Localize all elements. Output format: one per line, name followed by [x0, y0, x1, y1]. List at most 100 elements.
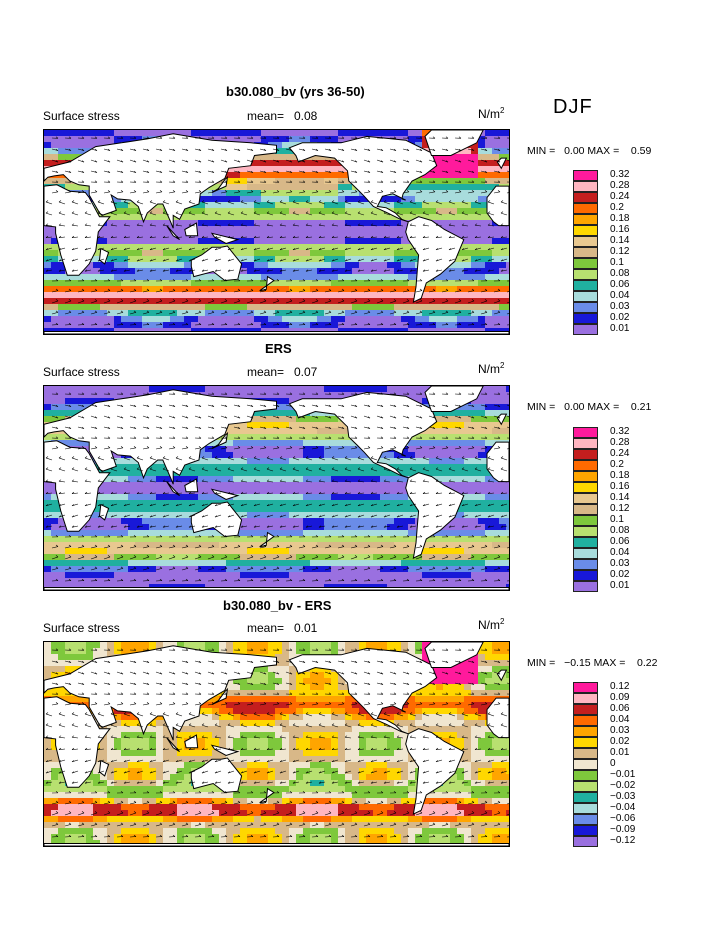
legend-label: 0.03 — [610, 558, 630, 569]
land-outline — [44, 440, 111, 532]
legend-swatch — [573, 258, 598, 269]
panel-1-minmax: MIN = 0.00 MAX = 0.59 — [527, 145, 652, 157]
legend-label: −0.02 — [610, 780, 636, 791]
legend-swatch — [573, 526, 598, 537]
legend-label: 0.12 — [610, 246, 630, 257]
legend-swatch — [573, 493, 598, 504]
legend-label: 0.01 — [610, 747, 630, 758]
legend-label: −0.09 — [610, 824, 636, 835]
legend-swatch — [573, 759, 598, 770]
legend-label: 0.16 — [610, 481, 630, 492]
legend-swatch — [573, 770, 598, 781]
land-outline — [259, 275, 275, 292]
legend-swatch — [573, 170, 598, 181]
land-outline — [190, 245, 243, 282]
panel-2-map-svg — [44, 386, 509, 590]
legend-swatch — [573, 225, 598, 236]
land-outline — [184, 222, 199, 237]
legend-label: 0.06 — [610, 279, 630, 290]
land-outline — [44, 587, 509, 590]
season-label: DJF — [553, 96, 593, 118]
land-outline — [424, 642, 484, 668]
land-outline — [44, 331, 509, 334]
panel-2-mean-label: mean= — [247, 365, 285, 379]
legend-label: 0.28 — [610, 437, 630, 448]
legend-label: 0.14 — [610, 235, 630, 246]
panel-3-variable: Surface stress — [43, 621, 120, 635]
land-outline — [190, 757, 243, 794]
panel-1-map-svg — [44, 130, 509, 334]
legend-label: 0 — [610, 758, 616, 769]
land-outline — [211, 687, 229, 705]
land-outline — [259, 787, 275, 804]
legend-label: 0.24 — [610, 448, 630, 459]
legend-swatch — [573, 181, 598, 192]
land-outline — [486, 185, 509, 227]
legend-swatch — [573, 748, 598, 759]
panel-1-variable: Surface stress — [43, 109, 120, 123]
legend-label: 0.04 — [610, 290, 630, 301]
legend-label: 0.12 — [610, 681, 630, 692]
legend-swatch — [573, 291, 598, 302]
legend-swatch — [573, 449, 598, 460]
land-outline — [424, 386, 484, 412]
legend-label: 0.18 — [610, 213, 630, 224]
land-outline — [496, 157, 508, 170]
panel-3-minmax: MIN = −0.15 MAX = 0.22 — [527, 657, 658, 669]
legend-label: 0.04 — [610, 547, 630, 558]
legend-swatch — [573, 471, 598, 482]
legend-label: 0.02 — [610, 312, 630, 323]
panel-2-minmax: MIN = 0.00 MAX = 0.21 — [527, 401, 652, 413]
panel-3-map-svg — [44, 642, 509, 846]
legend-swatch — [573, 559, 598, 570]
panel-1-mean-value: 0.08 — [294, 109, 318, 123]
land-outline — [211, 175, 229, 193]
legend-swatch — [573, 836, 598, 847]
legend-label: 0.08 — [610, 268, 630, 279]
legend-label: 0.03 — [610, 301, 630, 312]
legend-label: 0.2 — [610, 459, 624, 470]
panel-2-mean-value: 0.07 — [294, 365, 318, 379]
panel-1-units: N/m2 — [478, 106, 505, 121]
land-outline — [184, 478, 199, 493]
legend-swatch — [573, 482, 598, 493]
land-outline — [424, 130, 484, 156]
legend-swatch — [573, 203, 598, 214]
legend-swatch — [573, 214, 598, 225]
land-outline — [211, 431, 229, 449]
panel-2-variable: Surface stress — [43, 365, 120, 379]
legend-swatch — [573, 814, 598, 825]
legend-label: 0.03 — [610, 725, 630, 736]
legend-swatch — [573, 792, 598, 803]
legend-label: 0.1 — [610, 514, 624, 525]
panel-2-units: N/m2 — [478, 361, 505, 376]
panel-2-map — [43, 385, 510, 591]
panel-2-title: ERS — [265, 341, 292, 356]
legend-swatch — [573, 803, 598, 814]
legend-swatch — [573, 581, 598, 592]
legend-swatch — [573, 693, 598, 704]
legend-swatch — [573, 236, 598, 247]
land-outline — [44, 843, 509, 846]
panel-1-mean-label: mean= — [247, 109, 285, 123]
legend-label: 0.18 — [610, 470, 630, 481]
legend-swatch — [573, 324, 598, 335]
legend-label: 0.32 — [610, 169, 630, 180]
land-outline — [486, 697, 509, 739]
panel-3-title: b30.080_bv - ERS — [223, 598, 332, 613]
legend-swatch — [573, 269, 598, 280]
panel-3-mean-value: 0.01 — [294, 621, 318, 635]
legend-label: 0.01 — [610, 580, 630, 591]
land-outline — [190, 501, 243, 538]
legend-swatch — [573, 737, 598, 748]
legend-label: 0.28 — [610, 180, 630, 191]
legend-swatch — [573, 682, 598, 693]
legend-swatch — [573, 715, 598, 726]
legend-swatch — [573, 726, 598, 737]
legend-swatch — [573, 825, 598, 836]
legend-swatch — [573, 460, 598, 471]
panel-3-mean-label: mean= — [247, 621, 285, 635]
legend-label: −0.12 — [610, 835, 636, 846]
panel-3-units: N/m2 — [478, 617, 505, 632]
legend-swatch — [573, 537, 598, 548]
